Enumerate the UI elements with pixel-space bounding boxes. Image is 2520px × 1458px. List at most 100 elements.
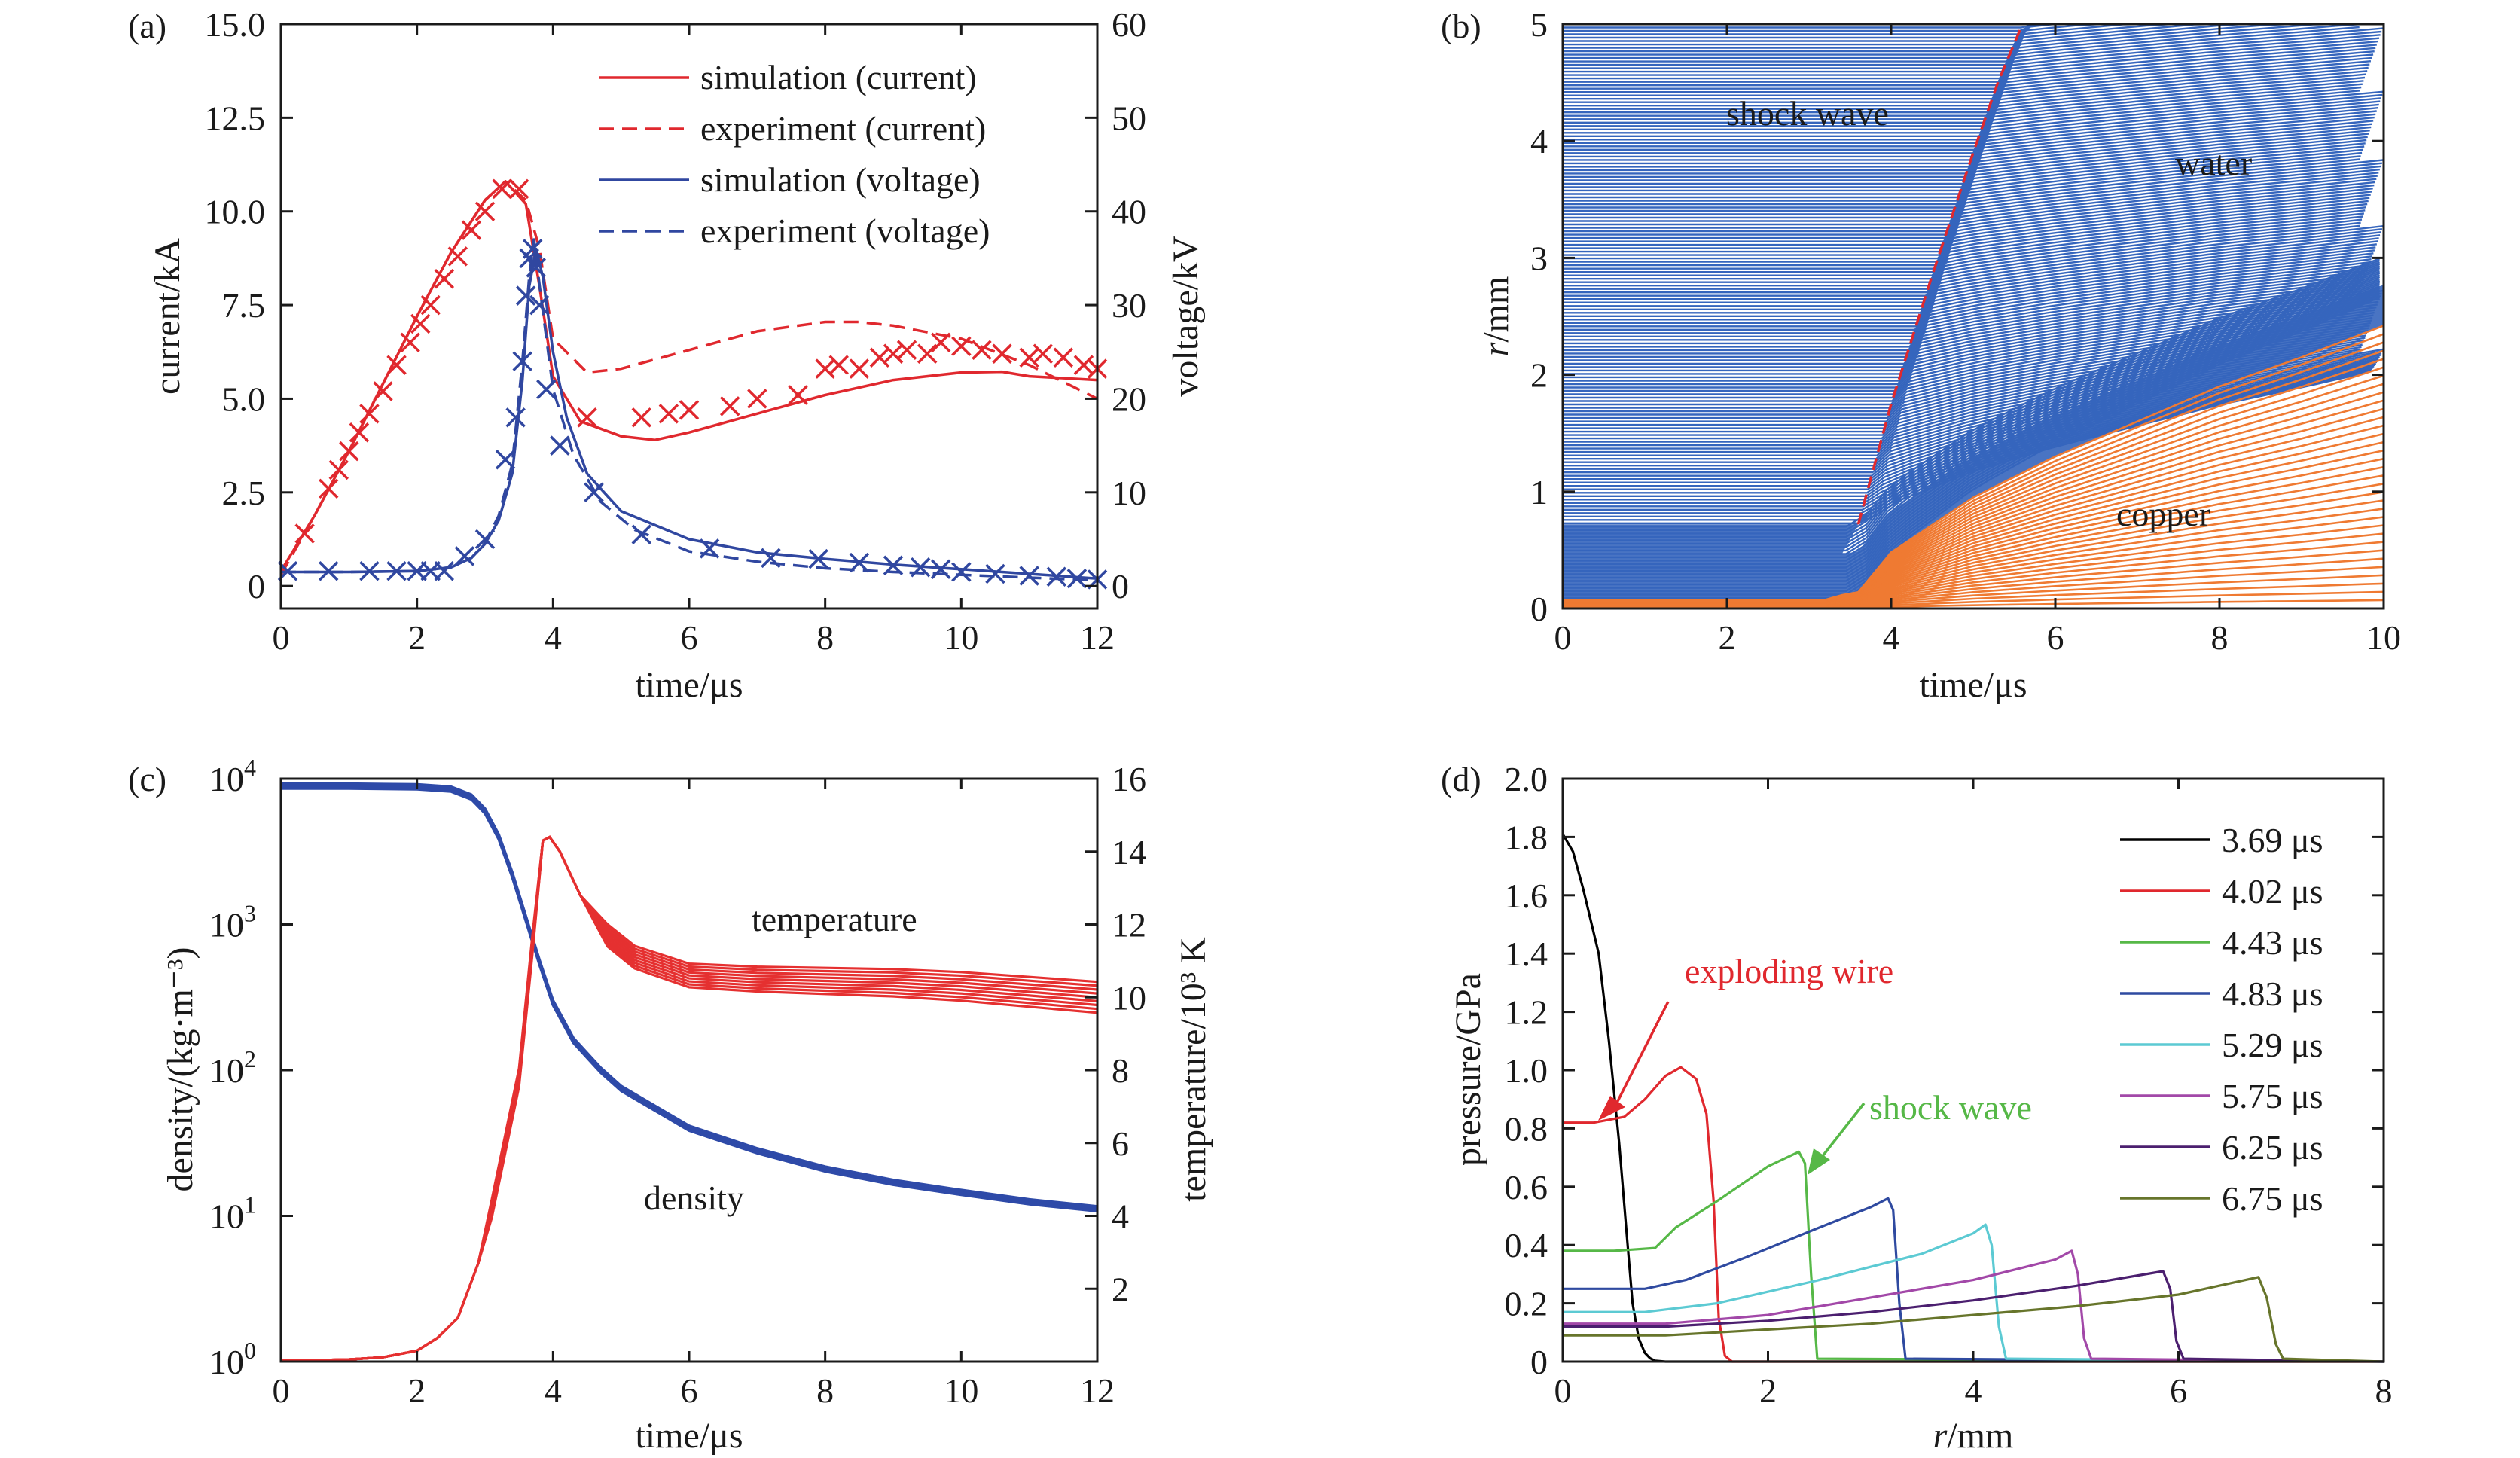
y-tick-label: 2.5 [222,474,266,512]
panel-a-ylabel: current/kA [148,238,188,395]
copper-trajectory [1563,582,2384,609]
data-point-series-5 [1066,568,1088,589]
copper-trajectory [1563,383,2384,603]
shock-wave-arrow-head [1808,1148,1830,1175]
y-tick-label: 0 [1530,590,1548,628]
copper-trajectory [1563,557,2384,609]
water-trajectory [1563,243,2377,324]
data-point-series-5 [699,538,720,559]
panel-d-plot-area [1561,833,2384,1363]
data-point-series-5 [985,563,1005,584]
copper-trajectory [1563,349,2384,602]
panel-a-label: (a) [128,7,166,45]
data-point-series-2 [828,355,849,375]
data-point-series-2 [917,343,938,364]
water-trajectory [1563,225,2384,303]
panel-c-label: (c) [128,760,166,798]
water-trajectory [1563,151,2363,219]
data-point-series-5 [883,555,904,576]
water-trajectory [1563,221,2361,297]
water-trajectory [1563,184,2375,256]
y-tick-label: 5.0 [222,380,266,418]
water-trajectory [1563,303,2378,399]
water-trajectory [1563,120,2374,185]
water-trajectory [1563,113,2376,178]
y2-tick-label: 16 [1112,760,1146,798]
temperature-curve [280,835,1098,1362]
x-tick-label: 2 [408,1371,426,1410]
water-trajectory [1563,60,2372,120]
legend-label-exp-current: experiment (current) [700,109,986,148]
data-point-series-2 [461,220,482,240]
panel-a: (a) 0 2 4 6 8 10 12 0 2.5 5.0 7.5 10.0 12.5 15.0 0 10 20… [128,5,1206,705]
water-trajectory [1563,267,2369,352]
data-point-series-2 [359,404,380,424]
water-trajectory [1563,34,2381,93]
water-dense-region [1563,285,2384,599]
data-point-series-2 [930,332,951,353]
water-trajectory [1563,279,2364,365]
water-trajectory [1563,276,2366,361]
copper-trajectory [1563,432,2384,605]
copper-trajectory [1563,399,2384,603]
y-tick-label: 1.8 [1505,818,1548,856]
pressure-curve-4 [1563,1223,2384,1363]
copper-trajectory [1563,424,2384,604]
legend-label-3: 4.83 μs [2222,975,2323,1013]
copper-trajectory [1563,416,2384,604]
y2-tick-label: 4 [1112,1197,1129,1236]
panel-c-xlabel: time/μs [635,1416,743,1456]
y2-tick-label: 8 [1112,1051,1129,1090]
data-point-series-2 [896,340,917,361]
water-trajectory [1563,23,2363,76]
y2-tick-label: 40 [1112,193,1146,231]
panel-d-xlabel: r/mm [1933,1416,2014,1456]
y2-tick-label: 20 [1112,380,1146,418]
x-tick-label: 8 [2375,1371,2393,1410]
temperature-curve [280,835,1098,1362]
water-trajectory [1563,258,2372,341]
water-trajectory [1563,240,2378,321]
data-point-series-5 [550,435,570,456]
data-point-series-2 [474,201,496,221]
x-tick-label: 10 [944,618,978,657]
water-trajectory [1563,290,2360,379]
water-trajectory [1563,284,2362,372]
data-point-series-2 [719,396,740,416]
data-point-series-2 [410,313,431,334]
copper-trajectory [1563,325,2384,601]
x-tick-label: 6 [2047,618,2064,657]
data-point-series-2 [883,343,904,364]
water-trajectory [1563,300,2379,395]
series-line-0 [279,180,1098,572]
data-point-series-5 [631,524,652,544]
y-tick-label: 101 [209,1191,256,1236]
panel-b-plot-area [1563,23,2384,609]
water-trajectory [1563,53,2374,114]
water-trajectory [1563,133,2369,199]
data-point-series-2 [434,269,455,289]
panel-a-legend: simulation (current) experiment (current… [599,58,990,250]
water-trajectory [1563,63,2370,124]
legend-label-0: 3.69 μs [2222,821,2323,859]
data-point-series-2 [1053,347,1074,368]
y-tick-label: 0 [1530,1343,1548,1381]
x-tick-label: 0 [1554,1371,1572,1410]
copper-trajectory [1563,341,2384,602]
water-trajectory [1563,103,2379,168]
water-trajectory [1563,292,2382,386]
water-trajectory [1563,27,2383,87]
data-point-series-5 [930,559,951,580]
panel-c-axes: 0 2 4 6 8 10 12 100 101 102 103 104 2 4 6 8 10 12 14 16 [209,754,1146,1410]
legend-label-7: 6.75 μs [2222,1179,2323,1218]
data-point-series-2 [294,523,315,544]
water-trajectory [1563,76,2366,137]
x-tick-label: 12 [1080,1371,1115,1410]
water-trajectory [1563,44,2377,103]
temperature-curve [280,835,1098,1362]
y-tick-label: 2.0 [1505,760,1548,798]
pressure-curve-6 [1563,1270,2384,1363]
temperature-curve [280,835,1098,1362]
data-point-series-5 [522,239,543,259]
water-trajectory [1563,50,2375,110]
